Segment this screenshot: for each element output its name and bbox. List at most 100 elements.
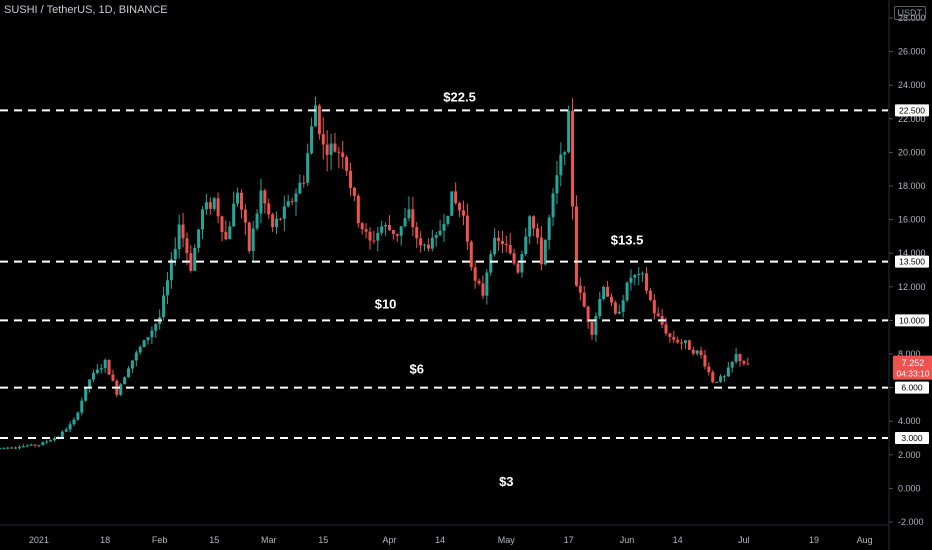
candle-down [419,238,423,246]
current-price-value: 7.252 [902,358,925,368]
candles [0,96,750,450]
level-price-tag-label: 3.000 [901,433,923,443]
candle-down [368,231,372,241]
candle-down [504,244,508,246]
candle-down [699,350,703,355]
candle-down [337,151,341,153]
y-tick-label: 18.000 [898,181,926,191]
candle-up [629,277,633,283]
y-tick-label: 14.000 [898,248,926,258]
x-tick-label: 19 [809,535,819,545]
x-tick-label: Mar [261,535,277,545]
candle-up [286,201,290,207]
candle-down [465,215,469,242]
candle-up [130,360,134,369]
candle-up [25,445,29,447]
candle-up [555,175,559,194]
candle-down [391,230,395,234]
y-tick-label: 12.000 [898,282,926,292]
candle-down [539,237,543,265]
x-tick-label: 15 [209,535,219,545]
candle-down [247,222,251,252]
candle-down [473,267,477,281]
candle-up [617,311,621,314]
y-tick-label: 24.000 [898,80,926,90]
candle-up [734,354,738,362]
candle-up [438,230,442,236]
currency-unit-button[interactable]: USDT [893,6,926,20]
candle-up [551,193,555,218]
candle-down [606,286,610,297]
candle-down [469,241,473,268]
candle-down [302,182,306,184]
candle-down [415,227,419,239]
candle-down [578,285,582,293]
candle-down [609,296,613,303]
candle-down [107,359,111,375]
candle-down [387,225,391,231]
candle-down [360,223,364,230]
candle-down [648,290,652,301]
level-price-tag [895,432,929,444]
candle-down [586,306,590,323]
candle-up [14,447,18,449]
x-tick-label: May [498,535,516,545]
candle-down [454,191,458,204]
candle-up [60,431,64,437]
candle-up [567,110,571,153]
candle-up [49,440,53,442]
y-tick-label: 16.000 [898,215,926,225]
candle-up [641,273,645,275]
candle-down [364,229,368,232]
x-tick-label: 17 [564,535,574,545]
x-tick-label: 14 [673,535,683,545]
candle-up [683,340,687,343]
candle-down [691,349,695,354]
candle-down [532,216,536,229]
candle-up [2,447,6,449]
candle-up [165,280,169,296]
symbol-title: SUSHI / TetherUS, 1D, BINANCE [4,4,168,16]
candle-up [41,442,45,446]
candle-down [512,253,516,264]
candle-up [72,419,76,425]
candle-up [64,429,68,432]
level-price-tag-label: 10.000 [899,315,925,325]
candle-up [103,359,107,369]
candle-up [719,376,723,382]
candle-up [594,316,598,335]
candle-up [99,368,103,370]
candle-up [384,225,388,227]
x-tick-label: 2021 [29,535,49,545]
candle-up [625,282,629,301]
candle-down [672,336,676,340]
candle-up [547,217,551,240]
candle-up [621,300,625,312]
candle-up [520,254,524,273]
candle-up [722,376,726,378]
level-annotation: $10 [375,296,397,311]
candle-up [232,203,236,227]
candle-up [450,191,454,216]
candle-up [154,323,158,331]
support-resistance-levels: $22.5 $13.5 $10 $6 $3 [0,89,888,489]
candle-down [356,195,360,224]
candle-up [236,192,240,204]
candle-down [220,216,224,232]
level-price-tag [895,255,929,268]
candle-up [177,224,181,249]
candle-up [259,190,263,214]
candle-down [278,218,282,220]
candle-up [403,218,407,227]
candle-down [349,170,353,188]
candle-up [446,215,450,224]
candle-up [37,445,41,447]
candle-up [493,237,497,255]
candle-up [0,447,2,449]
candle-down [664,324,668,334]
candle-up [543,239,547,265]
candle-up [423,244,427,246]
candle-down [574,206,578,286]
